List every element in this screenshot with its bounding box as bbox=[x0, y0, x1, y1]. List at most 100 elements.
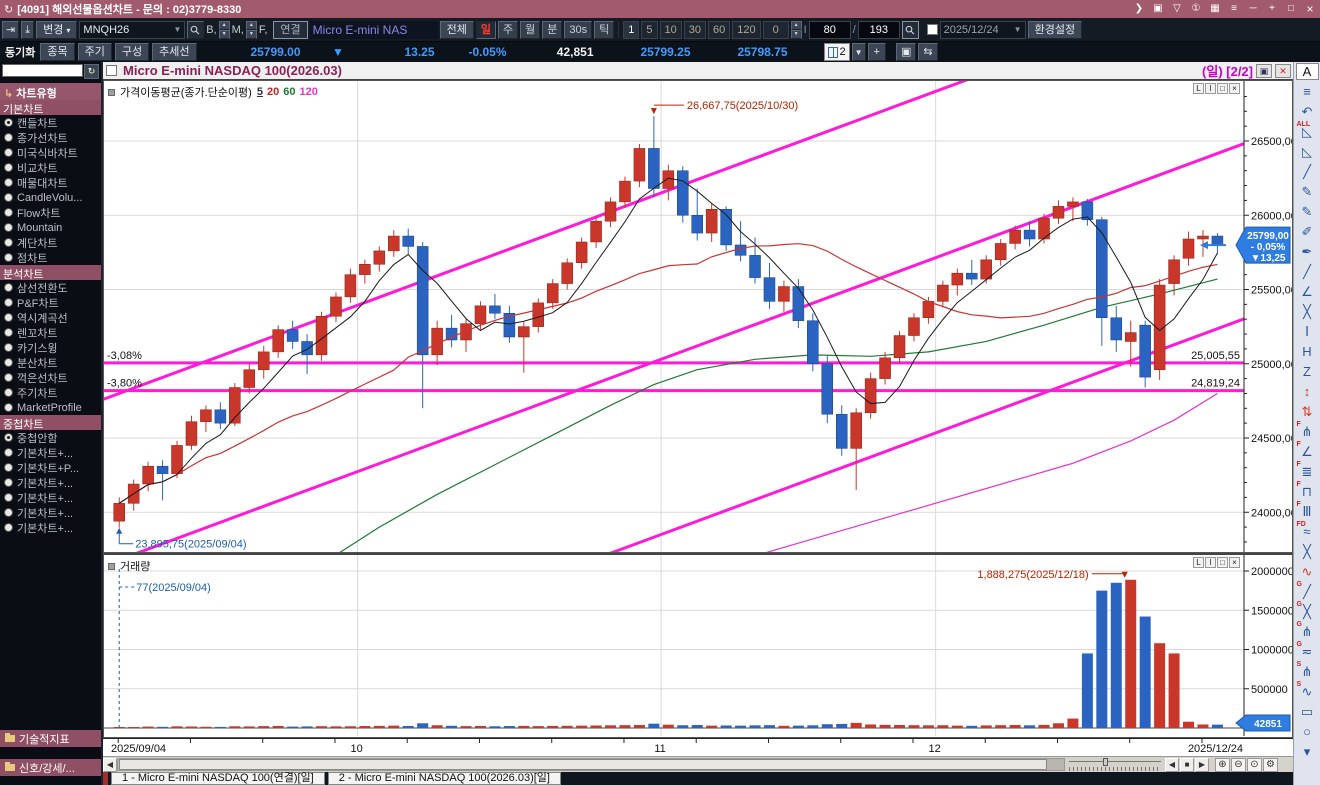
total-bars-input[interactable] bbox=[857, 20, 900, 39]
zoom-out-button[interactable]: ⊖ bbox=[1231, 757, 1246, 772]
sidebar-item-주기차트[interactable]: 주기차트 bbox=[0, 385, 101, 400]
sidebar-item-분산차트[interactable]: 분산차트 bbox=[0, 355, 101, 370]
gann-cross-tool[interactable]: G ╳ bbox=[1296, 601, 1311, 619]
add-view-button[interactable]: + bbox=[867, 43, 886, 61]
pane-button-L[interactable]: L bbox=[1193, 83, 1204, 94]
period-day[interactable]: 일 bbox=[475, 20, 497, 39]
save-layout-button[interactable]: ▣ bbox=[895, 43, 917, 61]
line-tool[interactable]: ╱ bbox=[1303, 164, 1311, 179]
zoom-in-button[interactable]: ⊕ bbox=[1215, 757, 1230, 772]
updown-arrow-tool[interactable]: ↕ bbox=[1303, 384, 1311, 399]
angle-line-tool[interactable]: ∠ bbox=[1301, 284, 1313, 299]
pen-arrow-tool[interactable]: ✐ bbox=[1301, 224, 1313, 239]
pane-button-I[interactable]: I bbox=[1205, 83, 1216, 94]
indicator-list-tool[interactable]: ≡ bbox=[1303, 84, 1311, 99]
close-icon[interactable]: × bbox=[1306, 2, 1314, 16]
period-tick[interactable]: 틱 bbox=[594, 20, 615, 39]
more-tools[interactable]: ▾ bbox=[1303, 744, 1311, 759]
offset-stepper[interactable]: ▲ ▼ bbox=[790, 20, 802, 39]
chart-scrollbar[interactable] bbox=[117, 758, 1065, 771]
sidebar-item-기본차트[interactable]: 기본차트+... bbox=[0, 505, 101, 520]
stock-button[interactable]: 종목 bbox=[40, 43, 75, 61]
bar-search-button[interactable]: ⚲ bbox=[902, 20, 919, 39]
maximize-icon[interactable]: □ bbox=[1287, 3, 1295, 14]
sidebar-item-기본차트[interactable]: 기본차트+... bbox=[0, 520, 101, 535]
pen-line-tool[interactable]: ✎ bbox=[1301, 184, 1313, 199]
multi-view-icon[interactable]: ▦ bbox=[1210, 3, 1220, 14]
ellipse-tool[interactable]: ○ bbox=[1303, 724, 1311, 739]
connect-button[interactable]: 연결 bbox=[273, 20, 308, 39]
expand-icon[interactable]: ❯ bbox=[1134, 3, 1144, 14]
split-view-button[interactable]: 2 bbox=[823, 43, 850, 61]
chart-tab-1[interactable]: 1 - Micro E-mini NASDAQ 100(연결)[일] bbox=[111, 772, 325, 785]
spin-up-icon[interactable]: ▲ bbox=[790, 20, 802, 30]
minutes-1-button[interactable]: 1 bbox=[623, 20, 640, 39]
rectangle-tool[interactable]: ▭ bbox=[1300, 704, 1314, 719]
sidebar-item-삼선전환도[interactable]: 삼선전환도 bbox=[0, 280, 101, 295]
sidebar-item-PF차트[interactable]: P&F차트 bbox=[0, 295, 101, 310]
spin-up-icon[interactable]: ▲ bbox=[218, 20, 230, 30]
sidebar-item-계단차트[interactable]: 계단차트 bbox=[0, 235, 101, 250]
sidebar-item-MarketProfile[interactable]: MarketProfile bbox=[0, 400, 101, 415]
single-view-icon[interactable]: ① bbox=[1191, 3, 1201, 14]
erase-all-tool[interactable]: ALL ◺ bbox=[1296, 121, 1313, 139]
f-order-label[interactable]: F, bbox=[258, 23, 268, 36]
minutes-5-button[interactable]: 5 bbox=[641, 20, 658, 39]
pane-button-×[interactable]: × bbox=[1229, 83, 1240, 94]
sidebar-item-종가선차트[interactable]: 종가선차트 bbox=[0, 130, 101, 145]
volume-chart-canvas[interactable]: 2000000 1500000 1000000 500000 1,888,275(202… bbox=[104, 555, 1294, 736]
pane-button-L[interactable]: L bbox=[1193, 557, 1204, 568]
marker-pen-tool[interactable]: ✒ bbox=[1301, 244, 1313, 259]
sidebar-item-기본차트P[interactable]: 기본차트+P... bbox=[0, 460, 101, 475]
sidebar-item-기본차트[interactable]: 기본차트+... bbox=[0, 445, 101, 460]
pane-button-□[interactable]: □ bbox=[1217, 83, 1228, 94]
minutes-30-button[interactable]: 30 bbox=[683, 20, 707, 39]
horizontal-range-tool[interactable]: Η bbox=[1302, 344, 1312, 359]
sidebar-search-button[interactable]: ↻ bbox=[84, 64, 99, 79]
sidebar-item-Flow차트[interactable]: Flow차트 bbox=[0, 205, 101, 220]
date-checkbox[interactable] bbox=[926, 24, 938, 35]
fibo-fd-tool[interactable]: FD ≈ bbox=[1296, 521, 1311, 539]
sidebar-item-점차트[interactable]: 점차트 bbox=[0, 250, 101, 265]
chart-tab-2[interactable]: 2 - Micro E-mini NASDAQ 100(2026.03)[일] bbox=[327, 772, 561, 785]
minutes-120-button[interactable]: 120 bbox=[732, 20, 761, 39]
collapse-down-button[interactable]: ⤓ bbox=[21, 20, 35, 39]
stop-button[interactable]: ■ bbox=[1180, 757, 1194, 772]
sidebar-item-중첩안함[interactable]: 중첩안함 bbox=[0, 430, 101, 445]
sidebar-item-비교차트[interactable]: 비교차트 bbox=[0, 160, 101, 175]
all-button[interactable]: 전체 bbox=[439, 20, 474, 39]
m-order-label[interactable]: M, bbox=[231, 23, 244, 36]
minutes-10-button[interactable]: 10 bbox=[659, 20, 682, 39]
wave-tool[interactable]: ∿ bbox=[1301, 564, 1313, 579]
eraser-tool[interactable]: ◺ bbox=[1302, 144, 1312, 159]
sidebar-item-Mountain[interactable]: Mountain bbox=[0, 220, 101, 235]
restore-pane-icon[interactable]: ▣ bbox=[1153, 3, 1163, 14]
change-symbol-button[interactable]: 변경 ▾ bbox=[36, 20, 78, 39]
period-month[interactable]: 월 bbox=[520, 20, 541, 39]
collapse-left-button[interactable]: ⇥ bbox=[2, 20, 20, 39]
trendline-button[interactable]: 추세선 bbox=[152, 43, 197, 61]
step-forward-button[interactable]: ▶ bbox=[1195, 757, 1209, 772]
m-order-stepper[interactable]: ▲ ▼ bbox=[245, 20, 257, 39]
gann-fan-tool[interactable]: G ⋔ bbox=[1296, 621, 1313, 639]
symbol-search-button[interactable]: ⚲ bbox=[187, 20, 205, 39]
gann-line-tool[interactable]: G ╱ bbox=[1296, 581, 1311, 599]
cross-line-tool[interactable]: ╳ bbox=[1303, 544, 1311, 559]
undo-tool[interactable]: ↶ bbox=[1301, 104, 1313, 119]
sidebar-item-기본차트[interactable]: 기본차트+... bbox=[0, 475, 101, 490]
speed-line-tool[interactable]: S ∿ bbox=[1296, 681, 1313, 699]
gann-grid-tool[interactable]: G ≂ bbox=[1296, 641, 1313, 659]
text-tool[interactable]: A bbox=[1295, 63, 1319, 80]
swap-view-button[interactable]: ⇆ bbox=[918, 43, 938, 61]
slider-handle[interactable] bbox=[1103, 758, 1108, 766]
pane-button-×[interactable]: × bbox=[1229, 557, 1240, 568]
sidebar-item-기본차트[interactable]: 기본차트+... bbox=[0, 490, 101, 505]
date-select[interactable]: 2025/12/24 ▼ bbox=[939, 20, 1026, 39]
cycle-button[interactable]: 주기 bbox=[77, 43, 112, 61]
layout-button[interactable]: 구성 bbox=[114, 43, 150, 61]
cross-segments-tool[interactable]: ╳ bbox=[1303, 304, 1311, 319]
zoom-area-button[interactable]: ⊙ bbox=[1247, 757, 1262, 772]
fibo-extension-tool[interactable]: F ⊓ bbox=[1296, 481, 1313, 499]
split-dropdown-button[interactable]: ▼ bbox=[851, 43, 866, 61]
